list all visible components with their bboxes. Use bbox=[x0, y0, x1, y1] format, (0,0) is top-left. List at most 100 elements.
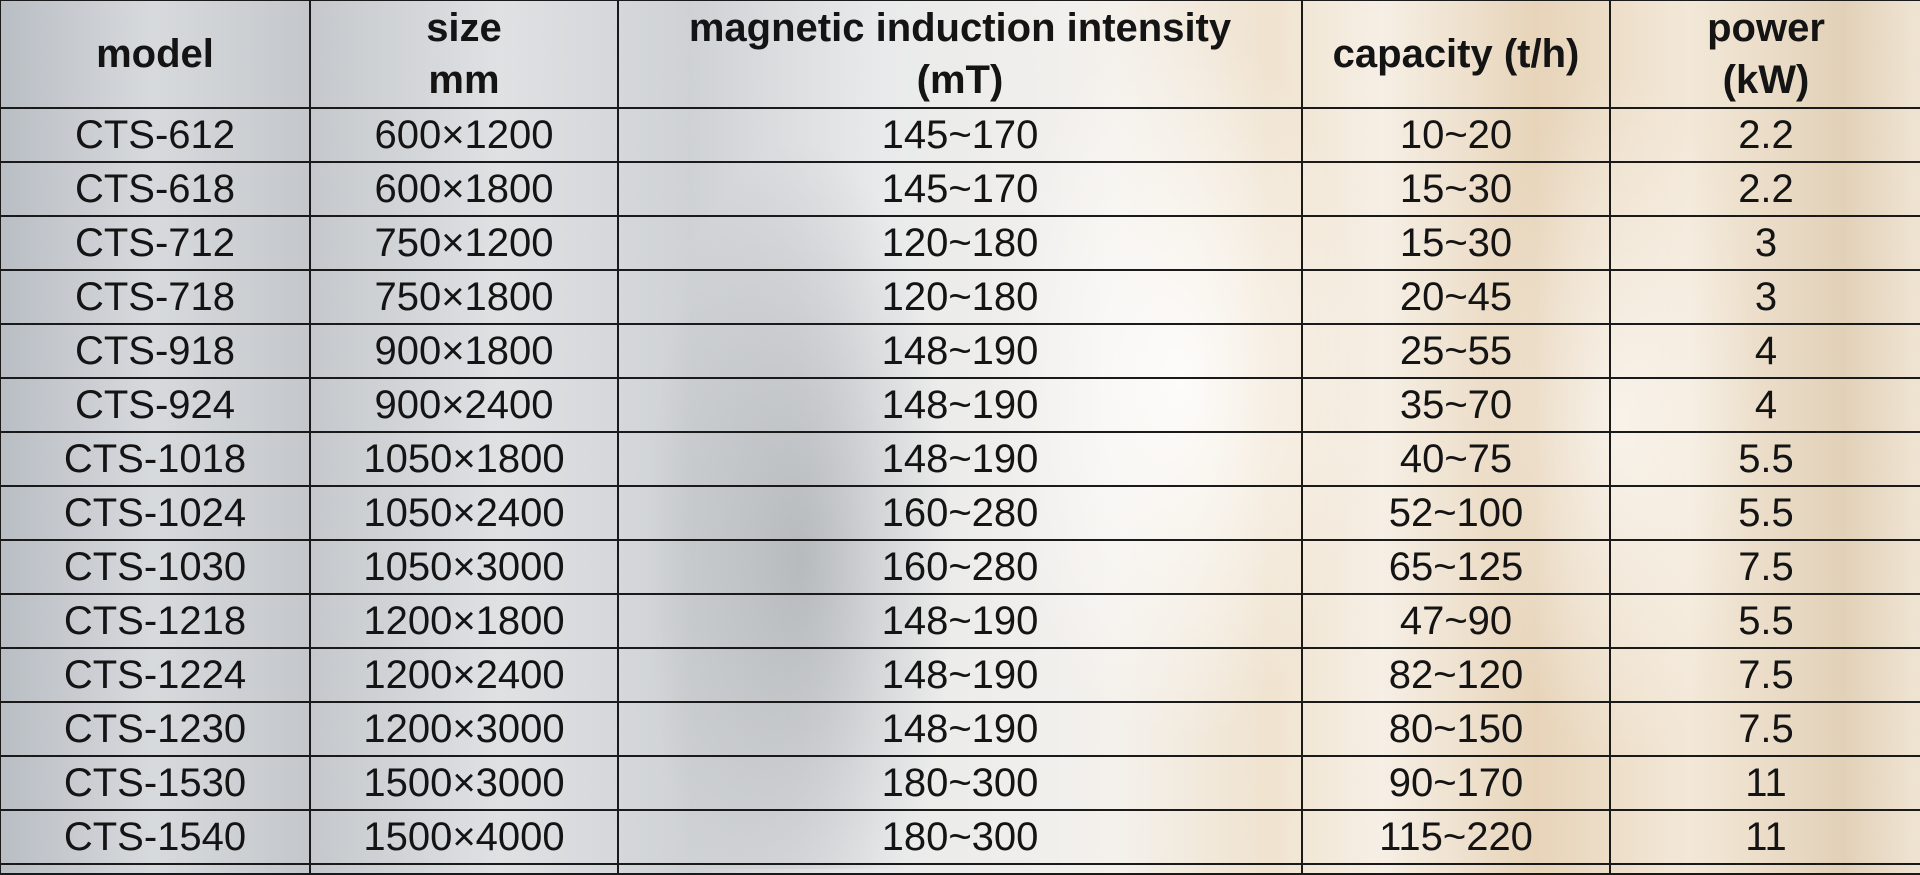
cell-capacity: 65~125 bbox=[1301, 539, 1611, 595]
cell-capacity: 80~150 bbox=[1301, 701, 1611, 757]
cell-model: CTS-1530 bbox=[0, 755, 311, 811]
table-row: CTS-1018 1050×1800 148~190 40~75 5.5 bbox=[0, 431, 1920, 487]
cell-power: 4 bbox=[1609, 377, 1920, 433]
table-row: CTS-1224 1200×2400 148~190 82~120 7.5 bbox=[0, 647, 1920, 703]
cell-model: CTS-712 bbox=[0, 215, 311, 271]
cell-model: CTS-924 bbox=[0, 377, 311, 433]
table-row: CTS-618 600×1800 145~170 15~30 2.2 bbox=[0, 161, 1920, 217]
cell-size: 1200×1800 bbox=[309, 593, 619, 649]
cell-magnetic-induction: 148~190 bbox=[617, 377, 1303, 433]
cell-size: 600×1800 bbox=[309, 161, 619, 217]
cell-capacity: 90~170 bbox=[1301, 755, 1611, 811]
table-row: CTS-1024 1050×2400 160~280 52~100 5.5 bbox=[0, 485, 1920, 541]
cell-power: 2.2 bbox=[1609, 107, 1920, 163]
table-row: CTS-1030 1050×3000 160~280 65~125 7.5 bbox=[0, 539, 1920, 595]
header-capacity: capacity (t/h) bbox=[1301, 0, 1611, 109]
cell-power: 7.5 bbox=[1609, 647, 1920, 703]
cell-power: 5.5 bbox=[1609, 431, 1920, 487]
cell-size: 1200×3000 bbox=[309, 701, 619, 757]
cell-magnetic-induction: 120~180 bbox=[617, 215, 1303, 271]
cell-magnetic-induction: 160~280 bbox=[617, 539, 1303, 595]
cell-capacity: 15~30 bbox=[1301, 161, 1611, 217]
empty-cell bbox=[1609, 863, 1920, 875]
table-row: CTS-612 600×1200 145~170 10~20 2.2 bbox=[0, 107, 1920, 163]
header-size: size mm bbox=[309, 0, 619, 109]
table-row: CTS-712 750×1200 120~180 15~30 3 bbox=[0, 215, 1920, 271]
cell-model: CTS-1218 bbox=[0, 593, 311, 649]
cell-power: 7.5 bbox=[1609, 539, 1920, 595]
empty-cell bbox=[617, 863, 1303, 875]
cell-magnetic-induction: 148~190 bbox=[617, 323, 1303, 379]
cell-capacity: 20~45 bbox=[1301, 269, 1611, 325]
cell-size: 1500×3000 bbox=[309, 755, 619, 811]
header-row: model size mm magnetic induction intensi… bbox=[0, 0, 1920, 109]
cell-model: CTS-1024 bbox=[0, 485, 311, 541]
table-row: CTS-1218 1200×1800 148~190 47~90 5.5 bbox=[0, 593, 1920, 649]
cell-capacity: 82~120 bbox=[1301, 647, 1611, 703]
cell-model: CTS-1224 bbox=[0, 647, 311, 703]
cell-power: 3 bbox=[1609, 215, 1920, 271]
cell-magnetic-induction: 120~180 bbox=[617, 269, 1303, 325]
cell-magnetic-induction: 148~190 bbox=[617, 431, 1303, 487]
cell-size: 750×1200 bbox=[309, 215, 619, 271]
cell-capacity: 52~100 bbox=[1301, 485, 1611, 541]
cut-off-row bbox=[0, 863, 1920, 875]
table-header: model size mm magnetic induction intensi… bbox=[0, 0, 1920, 109]
cell-power: 11 bbox=[1609, 809, 1920, 865]
cell-size: 900×1800 bbox=[309, 323, 619, 379]
table-row: CTS-918 900×1800 148~190 25~55 4 bbox=[0, 323, 1920, 379]
cell-magnetic-induction: 180~300 bbox=[617, 755, 1303, 811]
cell-size: 1200×2400 bbox=[309, 647, 619, 703]
cell-model: CTS-618 bbox=[0, 161, 311, 217]
cell-power: 5.5 bbox=[1609, 593, 1920, 649]
cell-size: 600×1200 bbox=[309, 107, 619, 163]
cell-model: CTS-1030 bbox=[0, 539, 311, 595]
cell-model: CTS-1230 bbox=[0, 701, 311, 757]
empty-cell bbox=[309, 863, 619, 875]
cell-magnetic-induction: 145~170 bbox=[617, 161, 1303, 217]
cell-capacity: 15~30 bbox=[1301, 215, 1611, 271]
cell-magnetic-induction: 145~170 bbox=[617, 107, 1303, 163]
cell-capacity: 10~20 bbox=[1301, 107, 1611, 163]
cell-capacity: 25~55 bbox=[1301, 323, 1611, 379]
cell-magnetic-induction: 148~190 bbox=[617, 701, 1303, 757]
table-row: CTS-1230 1200×3000 148~190 80~150 7.5 bbox=[0, 701, 1920, 757]
cell-model: CTS-612 bbox=[0, 107, 311, 163]
header-model: model bbox=[0, 0, 311, 109]
cell-size: 750×1800 bbox=[309, 269, 619, 325]
table-body: CTS-612 600×1200 145~170 10~20 2.2 CTS-618 600… bbox=[0, 107, 1920, 875]
cell-size: 1050×1800 bbox=[309, 431, 619, 487]
cell-power: 7.5 bbox=[1609, 701, 1920, 757]
cell-capacity: 115~220 bbox=[1301, 809, 1611, 865]
cell-magnetic-induction: 180~300 bbox=[617, 809, 1303, 865]
empty-cell bbox=[1301, 863, 1611, 875]
cell-magnetic-induction: 160~280 bbox=[617, 485, 1303, 541]
cell-power: 2.2 bbox=[1609, 161, 1920, 217]
cell-model: CTS-718 bbox=[0, 269, 311, 325]
cell-size: 900×2400 bbox=[309, 377, 619, 433]
table-row: CTS-1530 1500×3000 180~300 90~170 11 bbox=[0, 755, 1920, 811]
cell-size: 1500×4000 bbox=[309, 809, 619, 865]
cell-capacity: 35~70 bbox=[1301, 377, 1611, 433]
table-row: CTS-1540 1500×4000 180~300 115~220 11 bbox=[0, 809, 1920, 865]
cell-magnetic-induction: 148~190 bbox=[617, 647, 1303, 703]
cell-power: 4 bbox=[1609, 323, 1920, 379]
empty-cell bbox=[0, 863, 311, 875]
cell-power: 5.5 bbox=[1609, 485, 1920, 541]
table-row: CTS-718 750×1800 120~180 20~45 3 bbox=[0, 269, 1920, 325]
cell-size: 1050×3000 bbox=[309, 539, 619, 595]
cell-model: CTS-918 bbox=[0, 323, 311, 379]
cell-model: CTS-1018 bbox=[0, 431, 311, 487]
cell-magnetic-induction: 148~190 bbox=[617, 593, 1303, 649]
cell-capacity: 40~75 bbox=[1301, 431, 1611, 487]
header-power: power (kW) bbox=[1609, 0, 1920, 109]
cell-power: 3 bbox=[1609, 269, 1920, 325]
cell-model: CTS-1540 bbox=[0, 809, 311, 865]
table-row: CTS-924 900×2400 148~190 35~70 4 bbox=[0, 377, 1920, 433]
header-magnetic-induction: magnetic induction intensity (mT) bbox=[617, 0, 1303, 109]
cell-power: 11 bbox=[1609, 755, 1920, 811]
cell-size: 1050×2400 bbox=[309, 485, 619, 541]
cell-capacity: 47~90 bbox=[1301, 593, 1611, 649]
